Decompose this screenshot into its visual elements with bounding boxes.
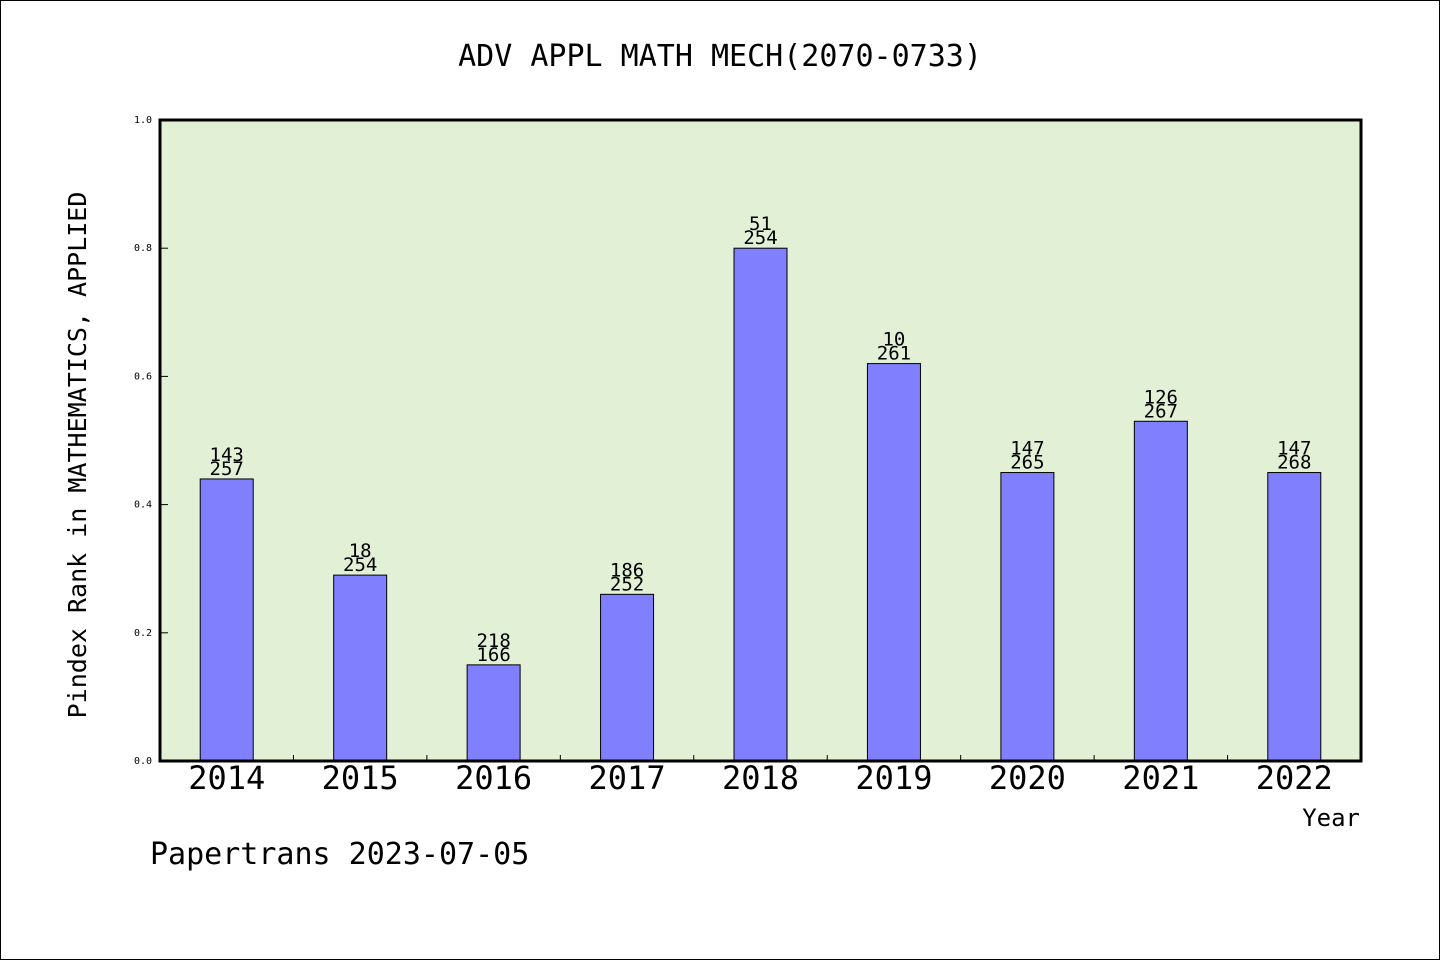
x-tick-label: 2022 bbox=[1256, 759, 1333, 797]
bar-label-bottom: 261 bbox=[877, 343, 911, 365]
y-tick-label: 0.6 bbox=[134, 371, 152, 382]
x-tick-label: 2014 bbox=[188, 759, 265, 797]
bar-label-top: 186 bbox=[610, 559, 644, 581]
x-tick-label: 2020 bbox=[989, 759, 1066, 797]
bar-label-top: 126 bbox=[1144, 386, 1178, 408]
bar-label-top: 18 bbox=[349, 540, 372, 562]
bar-2020 bbox=[1000, 472, 1055, 762]
bar-label-bottom: 265 bbox=[1010, 452, 1044, 474]
bar-label-bottom: 268 bbox=[1277, 452, 1311, 474]
bar-2014 bbox=[199, 478, 254, 762]
x-tick-label: 2018 bbox=[722, 759, 799, 797]
x-tick-label: 2016 bbox=[455, 759, 532, 797]
x-axis-ticks: 2014 2015 2016 2017 2018 2019 2020 2021 2022 bbox=[188, 755, 1333, 797]
bar-label-top: 51 bbox=[749, 213, 772, 235]
bar-label-top: 10 bbox=[882, 329, 905, 351]
bar-2022 bbox=[1267, 472, 1322, 762]
bar-2016 bbox=[466, 664, 521, 762]
x-tick-label: 2021 bbox=[1122, 759, 1199, 797]
y-tick-label: 0.2 bbox=[134, 628, 152, 639]
bar-label-bottom: 254 bbox=[743, 227, 777, 249]
bar-2021 bbox=[1133, 420, 1188, 762]
bar-2018 bbox=[733, 247, 788, 762]
bar-label-top: 143 bbox=[210, 444, 244, 466]
x-tick-label: 2019 bbox=[855, 759, 932, 797]
y-tick-label: 1.0 bbox=[134, 115, 152, 126]
y-axis-label: Pindex Rank in MATHEMATICS, APPLIED bbox=[63, 192, 92, 719]
bars-group bbox=[199, 247, 1322, 762]
bar-label-bottom: 257 bbox=[210, 458, 244, 480]
bar-2015 bbox=[333, 574, 388, 762]
bar-label-bottom: 254 bbox=[343, 554, 377, 576]
bar-labels-group: 1432571825421816618625251254102611472651… bbox=[210, 213, 1312, 666]
x-tick-label: 2015 bbox=[322, 759, 399, 797]
bar-label-top: 147 bbox=[1277, 438, 1311, 460]
x-tick-label: 2017 bbox=[589, 759, 666, 797]
footer-credit: Papertrans 2023-07-05 bbox=[150, 837, 529, 872]
chart-title: ADV APPL MATH MECH(2070-0733) bbox=[458, 39, 982, 74]
x-axis-label: Year bbox=[1302, 804, 1360, 832]
bar-label-bottom: 252 bbox=[610, 573, 644, 595]
y-tick-label: 0.4 bbox=[134, 500, 152, 511]
bar-2017 bbox=[600, 593, 655, 762]
bar-label-top: 147 bbox=[1010, 438, 1044, 460]
bar-2019 bbox=[866, 363, 921, 762]
y-tick-label: 0.0 bbox=[134, 756, 152, 767]
plot-border bbox=[158, 118, 1363, 763]
bar-label-bottom: 166 bbox=[476, 644, 510, 666]
bar-label-bottom: 267 bbox=[1144, 400, 1178, 422]
y-tick-label: 0.8 bbox=[134, 243, 152, 254]
bar-label-top: 218 bbox=[476, 630, 510, 652]
